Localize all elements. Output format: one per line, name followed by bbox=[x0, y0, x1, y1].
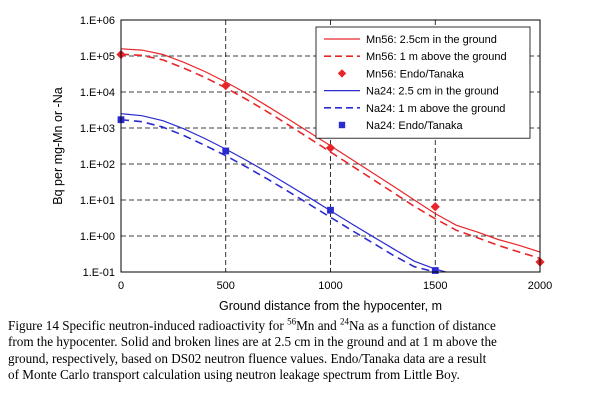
solid-line-series-3 bbox=[121, 113, 448, 272]
square-marker bbox=[222, 147, 230, 155]
caption-and: and bbox=[314, 318, 341, 333]
legend-diamond-marker bbox=[337, 69, 347, 78]
x-tick-label: 500 bbox=[217, 280, 235, 292]
y-tick-label: 1.E-01 bbox=[83, 267, 115, 279]
caption-na-symbol: Na bbox=[349, 318, 365, 333]
caption-line-1: Figure 14 Specific neutron-induced radio… bbox=[8, 316, 594, 334]
legend-label: Mn56: 1 m above the ground bbox=[366, 51, 507, 63]
x-tick-label: 1500 bbox=[423, 280, 447, 292]
legend-label: Na24: Endo/Tanaka bbox=[366, 120, 464, 132]
y-tick-label: 1.E+04 bbox=[80, 87, 115, 99]
y-axis-title: Bq per mg-Mn or -Na bbox=[51, 87, 65, 204]
caption-line1-rest: as a function of distance bbox=[364, 318, 496, 333]
figure-caption: Figure 14 Specific neutron-induced radio… bbox=[8, 316, 594, 383]
legend-label: Mn56: Endo/Tanaka bbox=[366, 68, 465, 80]
y-tick-label: 1.E+03 bbox=[80, 123, 115, 135]
x-tick-label: 1000 bbox=[318, 280, 342, 292]
y-tick-label: 1.E+00 bbox=[80, 231, 115, 243]
square-marker bbox=[327, 206, 334, 214]
legend-label: Mn56: 2.5cm in the ground bbox=[366, 34, 497, 46]
plot-frame bbox=[120, 19, 541, 273]
y-tick-label: 1.E+02 bbox=[80, 159, 115, 171]
caption-line-3: ground, respectively, based on DS02 neut… bbox=[8, 350, 487, 366]
square-marker bbox=[431, 267, 439, 274]
caption-line-4: of Monte Carlo transport calculation usi… bbox=[8, 366, 460, 382]
caption-mn-mass: 56 bbox=[287, 316, 297, 327]
diamond-marker bbox=[325, 143, 336, 153]
tick-labels: 0 500 1000 1500 2000 1.E-01 1.E+00 1.E+01 1.E+02… bbox=[80, 15, 552, 292]
caption-lead: Figure 14 Specific neutron-induced radio… bbox=[8, 318, 288, 333]
y-tick-label: 1.E+01 bbox=[80, 195, 115, 207]
legend-label: Na24: 2.5 cm in the ground bbox=[366, 86, 499, 98]
caption-mn-symbol: Mn bbox=[296, 318, 315, 333]
diamond-marker bbox=[221, 81, 231, 91]
legend-label: Na24: 1 m above the ground bbox=[366, 103, 505, 115]
y-tick-label: 1.E+05 bbox=[80, 51, 115, 63]
y-tick-label: 1.E+06 bbox=[80, 15, 115, 27]
dashed-line-series-4 bbox=[121, 118, 439, 272]
legend: Mn56: 2.5cm in the ground Mn56: 1 m above… bbox=[315, 26, 531, 139]
legend-box bbox=[315, 26, 531, 139]
x-tick-label: 0 bbox=[118, 280, 124, 292]
chart: 0 500 1000 1500 2000 1.E-01 1.E+00 1.E+01 1.E+02… bbox=[51, 15, 552, 313]
caption-na-mass: 24 bbox=[340, 316, 350, 327]
caption-line-2: from the hypocenter. Solid and broken li… bbox=[8, 334, 497, 350]
diamond-marker bbox=[430, 202, 440, 212]
x-tick-label: 2000 bbox=[528, 280, 552, 292]
legend-square-marker bbox=[338, 121, 346, 129]
x-axis-title: Ground distance from the hypocenter, m bbox=[219, 299, 442, 313]
